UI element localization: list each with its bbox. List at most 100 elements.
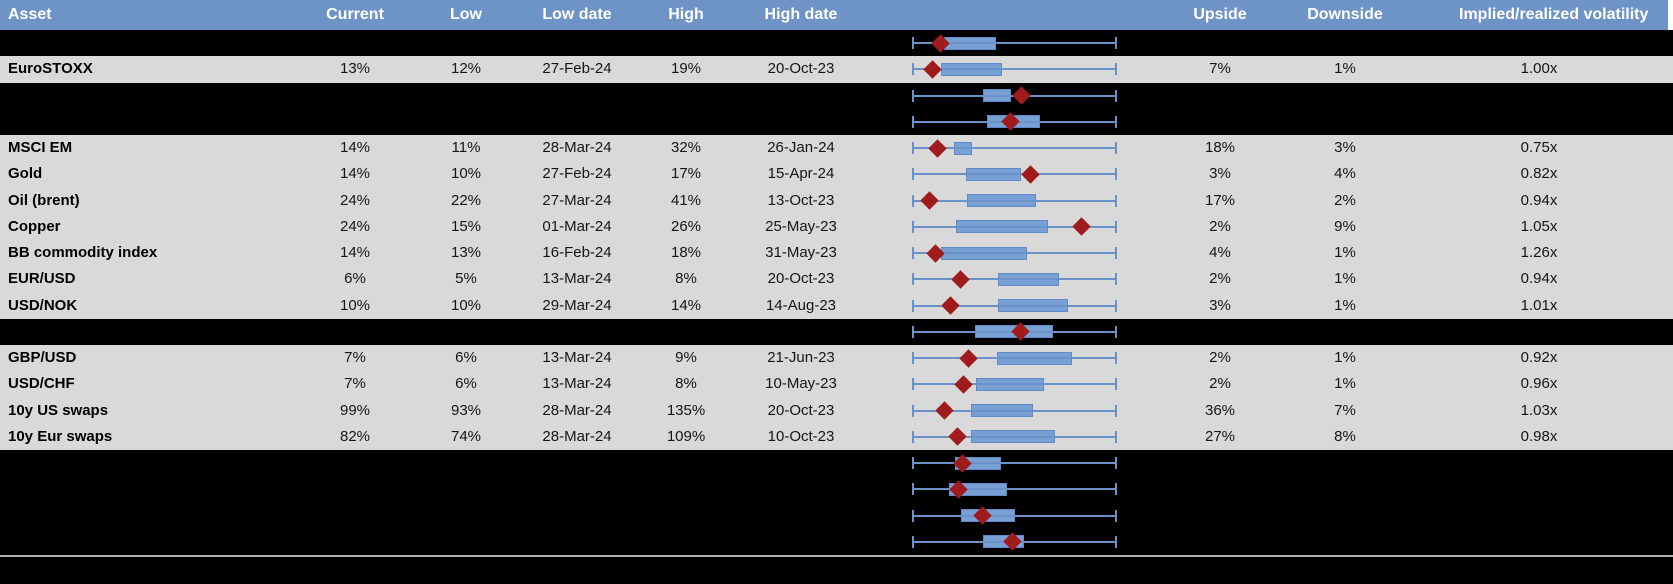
cell-high-date[interactable]: 25-May-23 — [765, 217, 837, 235]
cell-high-date[interactable]: 21-Jun-23 — [767, 349, 835, 366]
hidden-row[interactable] — [0, 450, 1673, 476]
column-header-downside[interactable]: Downside — [1307, 6, 1383, 23]
cell-low[interactable]: 10% — [450, 165, 482, 183]
cell-asset[interactable]: GBP/USD — [8, 349, 77, 366]
cell-asset[interactable]: BB commodity index — [8, 244, 158, 261]
cell-implied-realized[interactable]: 1.00x — [1520, 60, 1558, 78]
cell-upside[interactable]: 17% — [1204, 191, 1236, 209]
table-row[interactable]: 10y Eur swaps 82% 74% 28-Mar-24 109% 10-Oct-2… — [0, 423, 1673, 450]
hidden-row[interactable] — [0, 476, 1673, 502]
cell-current[interactable]: 24% — [339, 217, 371, 235]
cell-upside[interactable]: 3% — [1209, 296, 1231, 314]
cell-low[interactable]: 5% — [455, 270, 477, 288]
cell-current[interactable]: 13% — [339, 60, 371, 78]
table-row[interactable]: USD/NOK 10% 10% 29-Mar-24 14% 14-Aug-23 3% 1% 1.… — [0, 292, 1673, 319]
cell-low-date[interactable]: 01-Mar-24 — [542, 217, 612, 235]
cell-upside[interactable]: 2% — [1209, 270, 1231, 288]
cell-implied-realized[interactable]: 1.05x — [1520, 217, 1558, 235]
cell-downside[interactable]: 8% — [1334, 427, 1356, 445]
table-row[interactable]: MSCI EM 14% 11% 28-Mar-24 32% 26-Jan-24 18% 3% 0… — [0, 135, 1673, 162]
cell-downside[interactable]: 7% — [1334, 401, 1356, 419]
cell-asset[interactable]: EUR/USD — [8, 270, 76, 288]
cell-low[interactable]: 6% — [455, 349, 477, 366]
table-row[interactable]: 10y US swaps 99% 93% 28-Mar-24 135% 20-Oct-23… — [0, 397, 1673, 424]
cell-upside[interactable]: 4% — [1209, 244, 1231, 261]
cell-high[interactable]: 32% — [670, 139, 702, 156]
cell-downside[interactable]: 1% — [1334, 349, 1356, 366]
cell-high-date[interactable]: 20-Oct-23 — [767, 401, 835, 419]
cell-current[interactable]: 24% — [339, 191, 371, 209]
cell-low-date[interactable]: 28-Mar-24 — [542, 401, 612, 419]
hidden-row[interactable] — [0, 503, 1673, 529]
cell-high[interactable]: 8% — [675, 375, 697, 393]
cell-asset[interactable]: Copper — [8, 217, 61, 235]
table-row[interactable]: USD/CHF 7% 6% 13-Mar-24 8% 10-May-23 2% 1% 0.96x — [0, 371, 1673, 398]
cell-implied-realized[interactable]: 0.94x — [1520, 270, 1558, 288]
cell-asset[interactable]: 10y Eur swaps — [8, 427, 113, 445]
cell-high-date[interactable]: 14-Aug-23 — [765, 296, 837, 314]
cell-upside[interactable]: 36% — [1204, 401, 1236, 419]
cell-current[interactable]: 14% — [339, 244, 371, 261]
cell-low[interactable]: 93% — [450, 401, 482, 419]
cell-low[interactable]: 13% — [450, 244, 482, 261]
column-header-low[interactable]: Low — [450, 6, 482, 23]
cell-implied-realized[interactable]: 0.98x — [1520, 427, 1558, 445]
cell-downside[interactable]: 3% — [1334, 139, 1356, 156]
cell-current[interactable]: 7% — [344, 375, 366, 393]
cell-low[interactable]: 22% — [450, 191, 482, 209]
cell-current[interactable]: 14% — [339, 165, 371, 183]
cell-low[interactable]: 11% — [451, 139, 481, 156]
cell-high[interactable]: 8% — [675, 270, 697, 288]
cell-low-date[interactable]: 27-Mar-24 — [542, 191, 612, 209]
table-row[interactable]: GBP/USD 7% 6% 13-Mar-24 9% 21-Jun-23 2% 1% 0.92x — [0, 345, 1673, 372]
cell-low[interactable]: 15% — [450, 217, 482, 235]
cell-low[interactable]: 74% — [450, 427, 482, 445]
hidden-row[interactable] — [0, 529, 1673, 555]
column-header-high[interactable]: High — [668, 6, 704, 23]
table-row[interactable]: EUR/USD 6% 5% 13-Mar-24 8% 20-Oct-23 2% 1% 0.94x — [0, 266, 1673, 293]
column-header-current[interactable]: Current — [326, 6, 384, 23]
cell-downside[interactable]: 4% — [1334, 165, 1356, 183]
cell-upside[interactable]: 2% — [1209, 349, 1231, 366]
cell-upside[interactable]: 7% — [1209, 60, 1231, 78]
cell-high-date[interactable]: 13-Oct-23 — [767, 191, 835, 209]
cell-high[interactable]: 9% — [675, 349, 697, 366]
cell-low-date[interactable]: 27-Feb-24 — [542, 165, 612, 183]
cell-low[interactable]: 10% — [450, 296, 482, 314]
cell-downside[interactable]: 1% — [1334, 60, 1356, 78]
cell-low-date[interactable]: 13-Mar-24 — [542, 270, 612, 288]
cell-downside[interactable]: 2% — [1334, 191, 1356, 209]
cell-downside[interactable]: 1% — [1334, 270, 1356, 288]
column-header-upside[interactable]: Upside — [1193, 6, 1247, 23]
cell-asset[interactable]: USD/NOK — [8, 296, 78, 314]
cell-asset[interactable]: Oil (brent) — [8, 191, 80, 209]
hidden-row[interactable] — [0, 109, 1673, 135]
cell-high-date[interactable]: 15-Apr-24 — [767, 165, 835, 183]
cell-upside[interactable]: 18% — [1204, 139, 1236, 156]
cell-asset[interactable]: 10y US swaps — [8, 401, 109, 419]
cell-high[interactable]: 109% — [666, 427, 706, 445]
cell-downside[interactable]: 1% — [1334, 296, 1356, 314]
cell-upside[interactable]: 27% — [1204, 427, 1236, 445]
cell-high[interactable]: 18% — [670, 244, 702, 261]
cell-high-date[interactable]: 20-Oct-23 — [767, 60, 835, 78]
cell-upside[interactable]: 2% — [1209, 217, 1231, 235]
cell-high-date[interactable]: 26-Jan-24 — [767, 139, 835, 156]
cell-low[interactable]: 6% — [455, 375, 477, 393]
cell-low-date[interactable]: 28-Mar-24 — [542, 427, 612, 445]
cell-implied-realized[interactable]: 0.96x — [1520, 375, 1558, 393]
cell-current[interactable]: 7% — [344, 349, 366, 366]
hidden-row[interactable] — [0, 319, 1673, 345]
cell-low-date[interactable]: 13-Mar-24 — [542, 349, 612, 366]
cell-upside[interactable]: 2% — [1209, 375, 1231, 393]
cell-high-date[interactable]: 10-May-23 — [765, 375, 837, 393]
cell-implied-realized[interactable]: 0.82x — [1520, 165, 1558, 183]
cell-low-date[interactable]: 27-Feb-24 — [542, 60, 612, 78]
cell-implied-realized[interactable]: 0.75x — [1520, 139, 1558, 156]
cell-current[interactable]: 82% — [339, 427, 371, 445]
table-row[interactable]: Oil (brent) 24% 22% 27-Mar-24 41% 13-Oct-23 17… — [0, 187, 1673, 214]
cell-asset[interactable]: USD/CHF — [8, 375, 75, 393]
hidden-row[interactable] — [0, 30, 1673, 56]
column-header-implied-realized-volatility[interactable]: Implied/realized volatility — [1459, 6, 1649, 23]
cell-implied-realized[interactable]: 1.03x — [1520, 401, 1558, 419]
